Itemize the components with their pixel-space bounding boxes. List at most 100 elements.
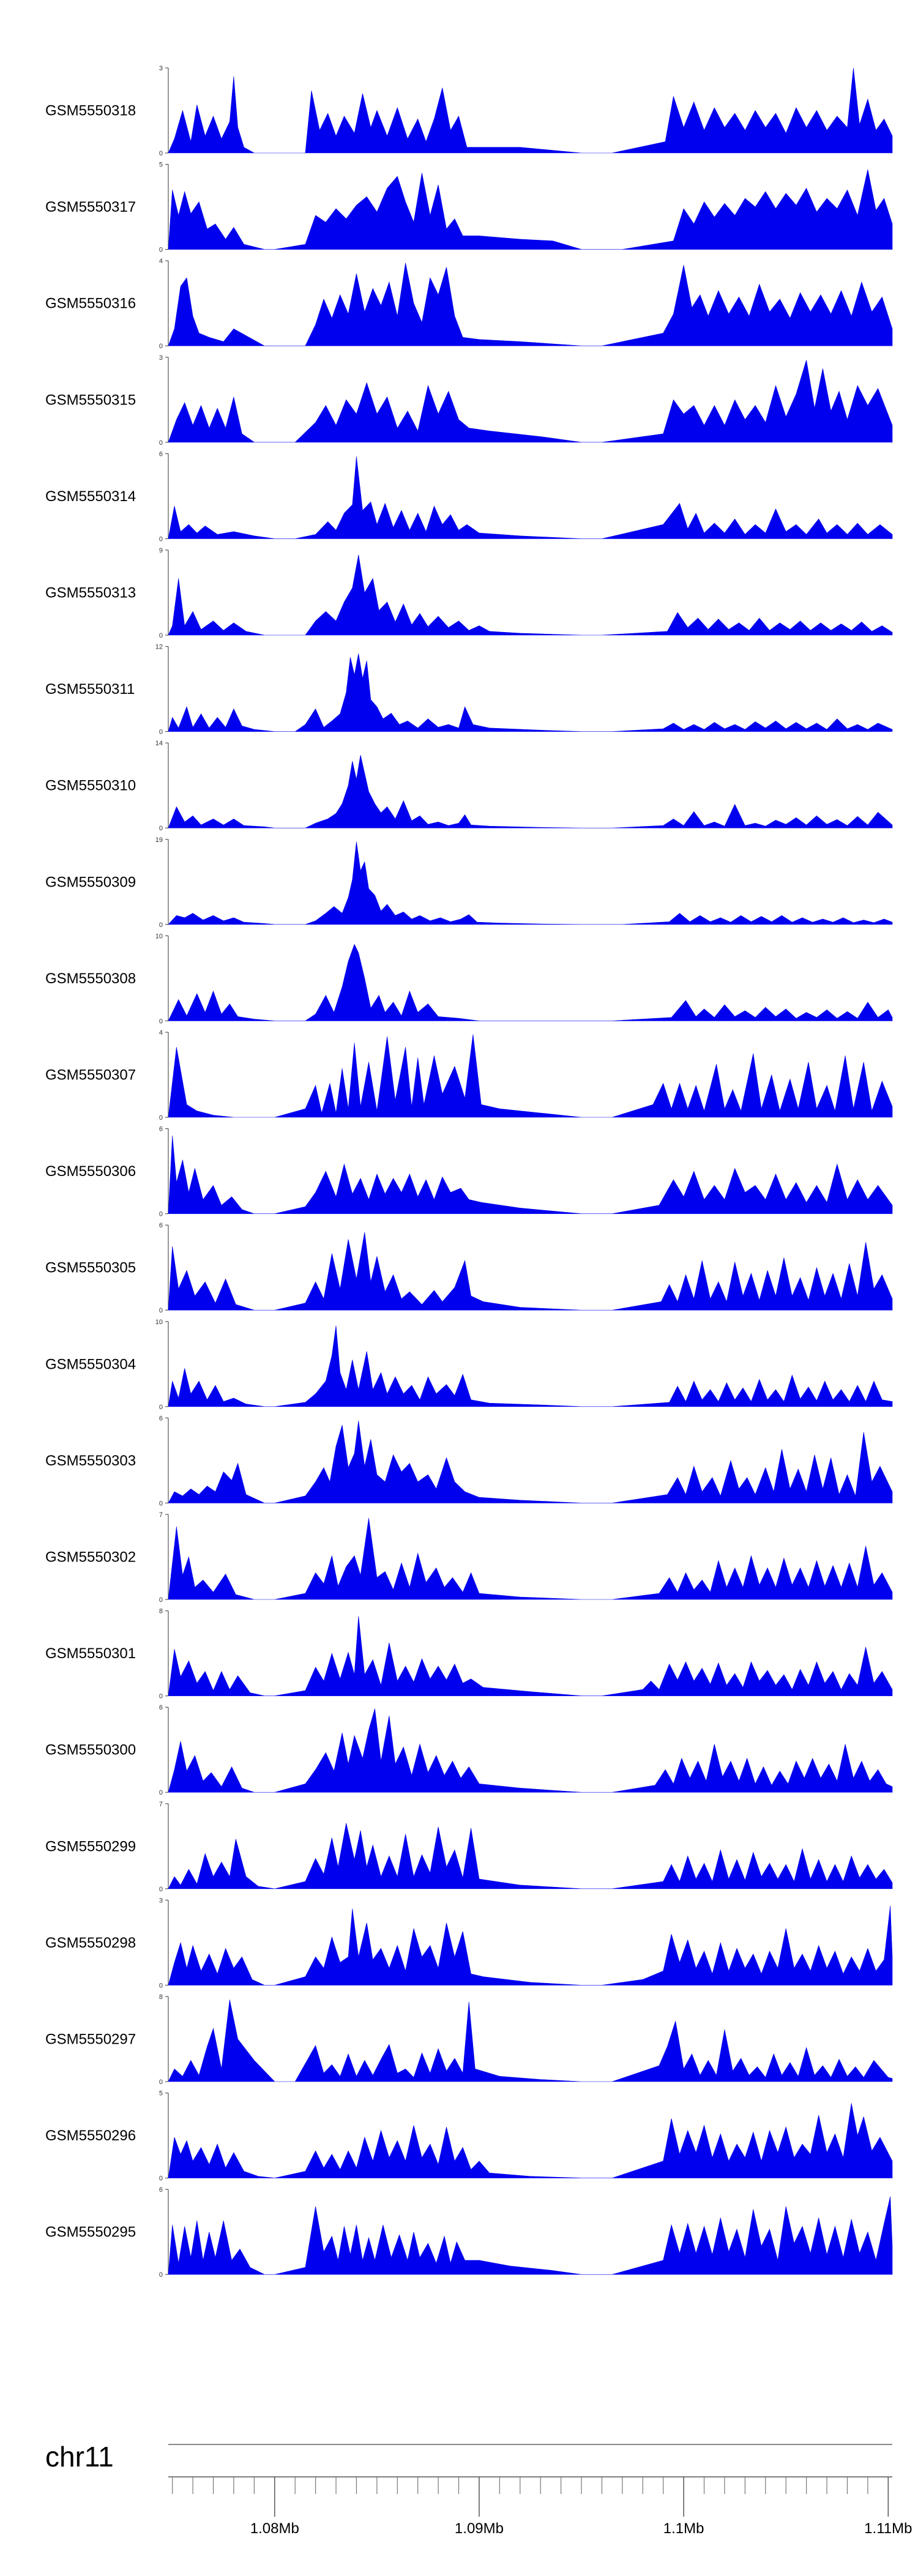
track-GSM5550295: GSM5550295 6 0 [45,2186,893,2279]
track-GSM5550306: GSM5550306 6 0 [45,1126,893,1218]
y-tick-label-min: 0 [159,921,163,929]
coverage-area [168,169,893,250]
y-tick-label-min: 0 [159,1018,163,1025]
track-GSM5550309: GSM5550309 19 0 [45,836,893,929]
track-label: GSM5550303 [45,1453,136,1469]
track-label: GSM5550308 [45,970,136,987]
y-tick-label-min: 0 [159,1500,163,1507]
track-label: GSM5550297 [45,2031,136,2048]
y-tick-label-max: 4 [159,258,163,265]
y-tick-label-max: 9 [159,547,163,554]
y-tick-label-max: 3 [159,354,163,362]
y-tick-label-min: 0 [159,247,163,254]
y-tick-label-max: 7 [159,1801,163,1808]
y-tick-label-max: 5 [159,2090,163,2098]
y-tick-label-min: 0 [159,439,163,447]
track-label: GSM5550316 [45,296,136,312]
y-tick-label-max: 8 [159,1608,163,1615]
track-GSM5550317: GSM5550317 5 0 [45,162,893,254]
genome-axis: chr11 1.08Mb 1.09Mb 1.1Mb 1.11Mb [45,2441,912,2537]
track-GSM5550304: GSM5550304 10 0 [45,1319,893,1411]
coverage-area [168,755,893,828]
track-label: GSM5550295 [45,2224,136,2241]
coverage-area [168,1232,893,1311]
y-tick-label-max: 8 [159,1993,163,2001]
x-tick-label: 1.09Mb [455,2520,504,2537]
coverage-area [168,456,893,539]
track-GSM5550314: GSM5550314 6 0 [45,450,893,543]
track-label: GSM5550306 [45,1163,136,1180]
track-label: GSM5550301 [45,1645,136,1662]
x-tick-label: 1.11Mb [864,2520,912,2537]
coverage-area [168,1136,893,1214]
track-GSM5550303: GSM5550303 6 0 [45,1415,893,1507]
coverage-area [168,841,893,925]
track-label: GSM5550296 [45,2127,136,2144]
track-GSM5550300: GSM5550300 6 0 [45,1704,893,1796]
y-tick-label-max: 3 [159,65,163,72]
y-tick-label-min: 0 [159,150,163,157]
track-label: GSM5550313 [45,585,136,601]
coverage-area [168,944,893,1021]
y-tick-label-max: 6 [159,1222,163,1229]
track-GSM5550316: GSM5550316 4 0 [45,258,893,350]
track-GSM5550305: GSM5550305 6 0 [45,1222,893,1314]
y-tick-label-min: 0 [159,1404,163,1411]
track-label: GSM5550307 [45,1067,136,1084]
coverage-area [168,2103,893,2178]
y-tick-label-min: 0 [159,2079,163,2086]
track-label: GSM5550314 [45,488,136,505]
y-tick-label-max: 6 [159,450,163,458]
y-tick-label-max: 10 [155,932,163,940]
coverage-area [168,1823,893,1889]
coverage-area [168,1420,893,1503]
track-GSM5550311: GSM5550311 12 0 [45,644,893,736]
track-GSM5550301: GSM5550301 8 0 [45,1608,893,1700]
y-tick-label-min: 0 [159,1982,163,1989]
track-GSM5550313: GSM5550313 9 0 [45,547,893,639]
y-tick-label-min: 0 [159,1211,163,1218]
track-GSM5550297: GSM5550297 8 0 [45,1993,893,2086]
coverage-area [168,360,893,443]
track-label: GSM5550300 [45,1742,136,1759]
track-label: GSM5550309 [45,874,136,890]
track-label: GSM5550305 [45,1260,136,1276]
coverage-area [168,1905,893,1986]
y-tick-label-max: 4 [159,1029,163,1037]
track-GSM5550307: GSM5550307 4 0 [45,1029,893,1122]
y-tick-label-min: 0 [159,1307,163,1314]
coverage-area [168,554,893,636]
chromosome-label: chr11 [45,2441,114,2473]
track-GSM5550318: GSM5550318 3 0 [45,65,893,157]
track-label: GSM5550310 [45,778,136,794]
track-GSM5550298: GSM5550298 3 0 [45,1897,893,1989]
y-tick-label-min: 0 [159,1886,163,1893]
track-label: GSM5550311 [45,681,135,698]
track-GSM5550302: GSM5550302 7 0 [45,1511,893,1604]
track-label: GSM5550318 [45,103,136,119]
track-label: GSM5550299 [45,1838,136,1855]
y-tick-label-min: 0 [159,1789,163,1796]
coverage-area [168,1517,893,1600]
y-tick-label-min: 0 [159,1114,163,1122]
y-tick-label-max: 7 [159,1511,163,1519]
track-label: GSM5550302 [45,1549,136,1566]
y-tick-label-min: 0 [159,632,163,639]
track-GSM5550310: GSM5550310 14 0 [45,740,893,832]
track-GSM5550315: GSM5550315 3 0 [45,354,893,447]
track-label: GSM5550317 [45,199,136,215]
track-label: GSM5550304 [45,1356,136,1372]
y-tick-label-min: 0 [159,729,163,736]
y-tick-label-max: 19 [155,836,163,844]
track-GSM5550299: GSM5550299 7 0 [45,1801,893,1893]
coverage-area [168,1034,893,1118]
y-tick-label-max: 6 [159,1415,163,1422]
x-tick-label: 1.1Mb [663,2520,704,2537]
coverage-area [168,1325,893,1407]
y-tick-label-min: 0 [159,825,163,832]
coverage-area [168,2196,893,2275]
coverage-area [168,653,893,732]
track-GSM5550296: GSM5550296 5 0 [45,2090,893,2183]
